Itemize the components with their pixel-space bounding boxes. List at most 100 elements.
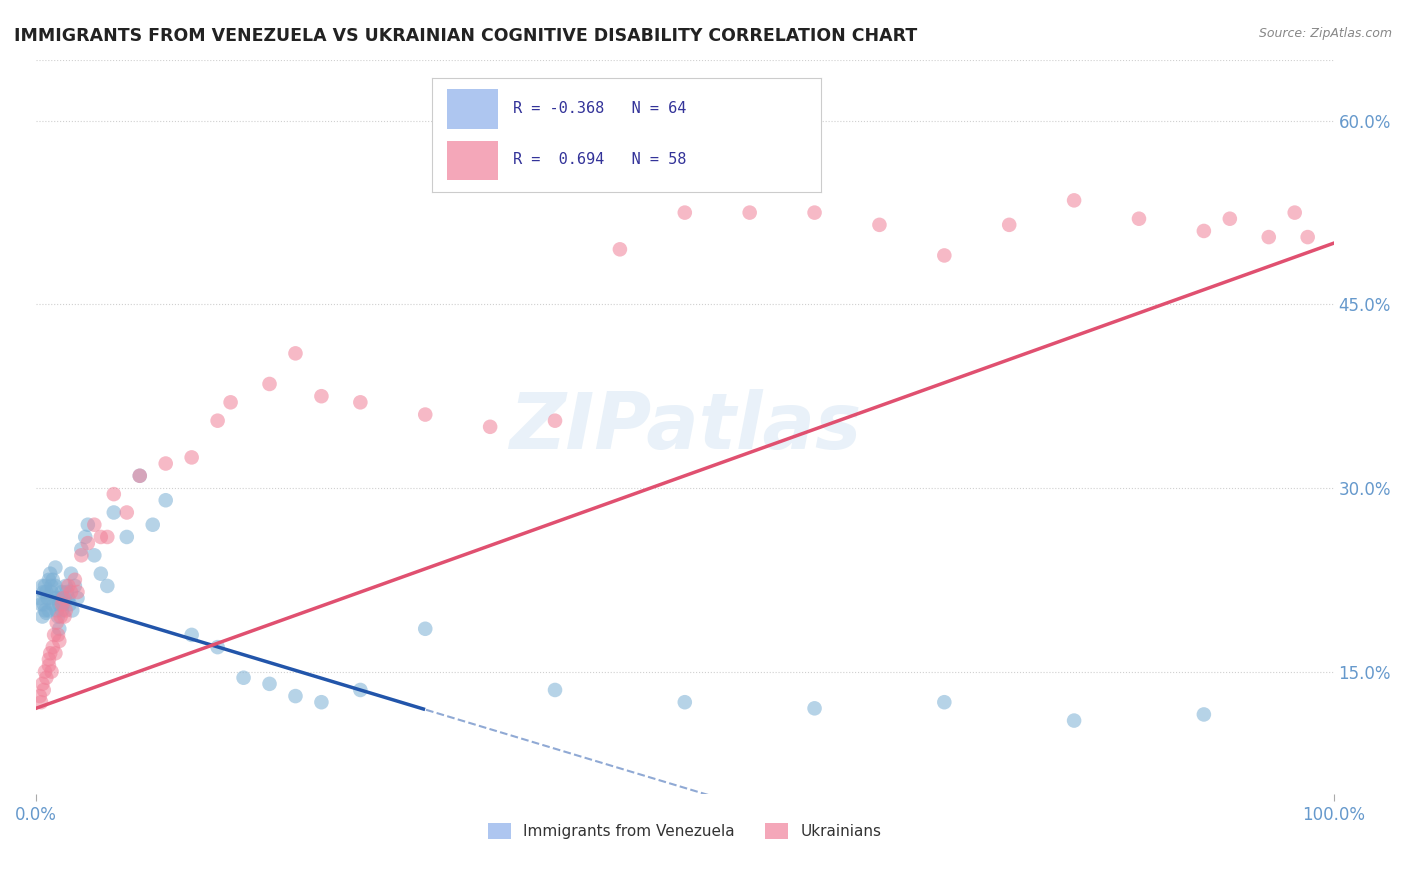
Point <box>155 493 177 508</box>
Point <box>31 677 53 691</box>
Point <box>34 665 56 679</box>
Point <box>42 597 65 611</box>
Point <box>673 205 696 219</box>
Point <box>32 683 55 698</box>
Point <box>42 591 65 606</box>
Point <box>479 419 502 434</box>
Point <box>1219 211 1241 226</box>
Point <box>31 579 53 593</box>
Point <box>673 695 696 709</box>
Point <box>180 628 202 642</box>
Point <box>52 597 75 611</box>
Legend: Immigrants from Venezuela, Ukrainians: Immigrants from Venezuela, Ukrainians <box>482 817 887 845</box>
Point <box>934 248 956 262</box>
Point <box>219 395 242 409</box>
Point <box>311 389 333 403</box>
Point <box>45 591 67 606</box>
Point <box>56 585 79 599</box>
Point <box>1296 230 1319 244</box>
Point <box>48 622 70 636</box>
Point <box>42 573 65 587</box>
Point <box>52 591 75 606</box>
Point <box>1128 211 1150 226</box>
Point <box>96 579 118 593</box>
Point <box>41 585 63 599</box>
Point <box>46 609 69 624</box>
Point <box>998 218 1021 232</box>
Text: IMMIGRANTS FROM VENEZUELA VS UKRAINIAN COGNITIVE DISABILITY CORRELATION CHART: IMMIGRANTS FROM VENEZUELA VS UKRAINIAN C… <box>14 27 917 45</box>
Point <box>44 560 66 574</box>
Point <box>83 549 105 563</box>
Point <box>35 671 58 685</box>
Point <box>31 609 53 624</box>
Text: Source: ZipAtlas.com: Source: ZipAtlas.com <box>1258 27 1392 40</box>
Point <box>544 683 567 698</box>
Point <box>51 597 73 611</box>
Point <box>55 603 77 617</box>
Point <box>413 408 436 422</box>
Point <box>45 603 67 617</box>
Point <box>349 683 371 698</box>
Point <box>103 506 125 520</box>
Point <box>207 640 229 654</box>
Point <box>180 450 202 465</box>
Point <box>76 536 98 550</box>
Point <box>1284 205 1306 219</box>
Text: ZIPatlas: ZIPatlas <box>509 389 860 465</box>
Point <box>59 566 82 581</box>
Point <box>41 579 63 593</box>
Point <box>44 579 66 593</box>
Point <box>1192 707 1215 722</box>
Point <box>259 376 281 391</box>
Point <box>49 609 72 624</box>
Point <box>1063 194 1085 208</box>
Point <box>803 205 825 219</box>
Point <box>63 573 86 587</box>
Point <box>37 591 59 606</box>
Point <box>413 622 436 636</box>
Point <box>53 591 76 606</box>
Point <box>58 579 80 593</box>
Point <box>46 628 69 642</box>
Point <box>51 585 73 599</box>
Point <box>63 579 86 593</box>
Point <box>142 517 165 532</box>
Point <box>544 414 567 428</box>
Point <box>38 573 60 587</box>
Point <box>59 585 82 599</box>
Point <box>738 205 761 219</box>
Point <box>35 585 58 599</box>
Point <box>803 701 825 715</box>
Point <box>284 346 307 360</box>
Point <box>28 689 51 703</box>
Point <box>38 652 60 666</box>
Point <box>90 566 112 581</box>
Point <box>30 695 52 709</box>
Point <box>76 517 98 532</box>
Point <box>259 677 281 691</box>
Point <box>34 579 56 593</box>
Point <box>66 591 89 606</box>
Point <box>39 566 62 581</box>
Point <box>868 218 890 232</box>
Point <box>44 646 66 660</box>
Point <box>42 628 65 642</box>
Point <box>58 591 80 606</box>
Point <box>1257 230 1279 244</box>
Point <box>38 603 60 617</box>
Point <box>60 603 83 617</box>
Point <box>49 591 72 606</box>
Point <box>1063 714 1085 728</box>
Point <box>207 414 229 428</box>
Point <box>66 585 89 599</box>
Point <box>53 609 76 624</box>
Point <box>128 468 150 483</box>
Point <box>311 695 333 709</box>
Point <box>45 615 67 630</box>
Point <box>284 689 307 703</box>
Point <box>103 487 125 501</box>
Point <box>115 506 138 520</box>
Point <box>115 530 138 544</box>
Point <box>30 597 52 611</box>
Point <box>28 591 51 606</box>
